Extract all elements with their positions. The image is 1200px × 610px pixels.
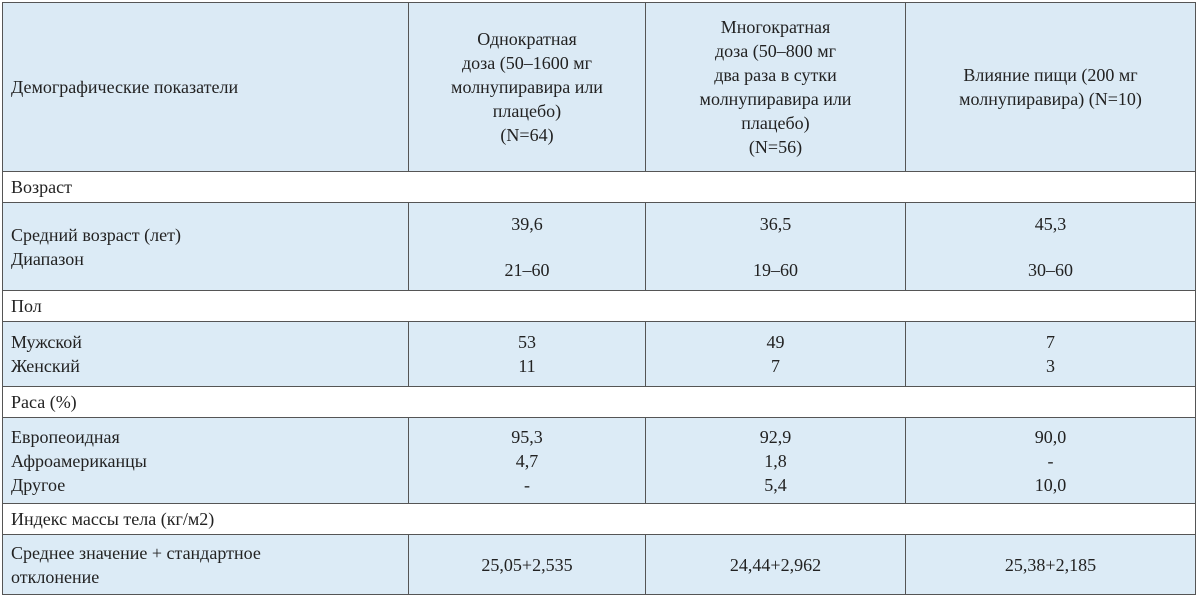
header-line: (N=64) [500, 125, 554, 145]
data-row: Средний возраст (лет) Диапазон 39,6 21–60 36… [2, 202, 1196, 291]
value: 25,38+2,185 [1004, 554, 1097, 575]
value: 19–60 [753, 259, 798, 280]
value-stack: 95,3 4,7 - [417, 425, 637, 497]
section-title: Раса (%) [2, 386, 1196, 418]
header-line: молнупиравира) (N=10) [959, 89, 1142, 109]
row-label: Афроамериканцы [11, 450, 147, 471]
section-row: Раса (%) [2, 386, 1196, 418]
row-labels: Европеоидная Афроамериканцы Другое [2, 417, 409, 504]
value: 39,6 [511, 213, 543, 234]
header-line: плацебо) [741, 113, 810, 133]
label-stack: Мужской Женский [11, 330, 400, 378]
value: 3 [1046, 356, 1055, 376]
value-stack: 90,0 - 10,0 [914, 425, 1187, 497]
value: 45,3 [1034, 213, 1067, 234]
header-row: Демографические показатели Однократная до… [2, 2, 1196, 172]
value: 4,7 [515, 450, 539, 471]
header-cell: Многократная доза (50–800 мг два раза в су… [645, 2, 906, 172]
header-line: доза (50–1600 мг [461, 53, 593, 73]
value: 53 [518, 332, 536, 352]
label-stack: Европеоидная Афроамериканцы Другое [11, 425, 400, 497]
section-row: Индекс массы тела (кг/м2) [2, 503, 1196, 535]
value: 7 [771, 356, 780, 376]
header-line: (N=56) [748, 137, 803, 157]
section-row: Пол [2, 290, 1196, 322]
data-row: Мужской Женский 53 11 49 7 7 3 [2, 321, 1196, 387]
value-cell: 53 11 [408, 321, 646, 387]
table-body: Демографические показатели Однократная до… [2, 2, 1196, 595]
row-label: отклонение [11, 566, 100, 587]
section-row: Возраст [2, 171, 1196, 203]
header-line: молнупиравира или [699, 89, 852, 109]
value-stack: 25,38+2,185 [914, 553, 1187, 577]
value-cell: 45,3 30–60 [905, 202, 1196, 291]
row-label: Среднее значение + стандартное [11, 542, 261, 563]
value: 10,0 [1034, 474, 1067, 495]
row-label: Мужской [11, 332, 82, 352]
value: 49 [766, 332, 785, 352]
value-cell: 95,3 4,7 - [408, 417, 646, 504]
label-stack: Средний возраст (лет) Диапазон [11, 223, 400, 271]
row-label: Европеоидная [11, 426, 120, 447]
value-stack: 92,9 1,8 5,4 [654, 425, 897, 497]
row-labels: Мужской Женский [2, 321, 409, 387]
header-label: Демографические показатели [2, 2, 409, 172]
value-cell: 36,5 19–60 [645, 202, 906, 291]
row-label: Диапазон [11, 248, 84, 269]
section-title: Индекс массы тела (кг/м2) [2, 503, 1196, 535]
value-cell: 49 7 [645, 321, 906, 387]
value-cell: 39,6 21–60 [408, 202, 646, 291]
value: 24,44+2,962 [729, 554, 822, 575]
header-cell: Влияние пищи (200 мг молнупиравира) (N=10… [905, 2, 1196, 172]
value-cell: 25,05+2,535 [408, 534, 646, 595]
header-line: доза (50–800 мг [714, 41, 837, 61]
row-labels: Средний возраст (лет) Диапазон [2, 202, 409, 291]
section-title: Возраст [2, 171, 1196, 203]
value-cell: 92,9 1,8 5,4 [645, 417, 906, 504]
header-line: два раза в сутки [714, 65, 837, 85]
value: 25,05+2,535 [481, 554, 573, 575]
value: 36,5 [759, 213, 792, 234]
section-title: Пол [2, 290, 1196, 322]
value-stack: 24,44+2,962 [654, 553, 897, 577]
value-stack: 45,3 30–60 [914, 212, 1187, 282]
header-line: Однократная [477, 29, 577, 49]
value-stack: 53 11 [417, 330, 637, 378]
header-line: Влияние пищи (200 мг [963, 65, 1138, 85]
header-cell: Однократная доза (50–1600 мг молнупиравира… [408, 2, 646, 172]
value-stack: 25,05+2,535 [417, 553, 637, 577]
value: 92,9 [759, 426, 792, 447]
value-stack: 36,5 19–60 [654, 212, 897, 282]
value-stack: 39,6 21–60 [417, 212, 637, 282]
label-stack: Среднее значение + стандартное отклонение [11, 541, 400, 589]
value: - [524, 474, 530, 495]
row-label: Средний возраст (лет) [11, 224, 181, 245]
value: 11 [518, 356, 536, 376]
value: 1,8 [764, 450, 787, 471]
row-label: Женский [11, 356, 80, 376]
data-row: Среднее значение + стандартное отклонение… [2, 534, 1196, 595]
data-row: Европеоидная Афроамериканцы Другое 95,3 4,7 -… [2, 417, 1196, 504]
row-labels: Среднее значение + стандартное отклонение [2, 534, 409, 595]
value: 95,3 [511, 426, 543, 447]
header-line: Многократная [720, 17, 831, 37]
value: 7 [1046, 332, 1055, 352]
header-line: молнупиравира или [451, 77, 603, 97]
value-stack: 49 7 [654, 330, 897, 378]
value: 30–60 [1028, 259, 1073, 280]
value: - [1047, 450, 1054, 471]
demographics-table: Демографические показатели Однократная до… [2, 2, 1196, 595]
value-cell: 90,0 - 10,0 [905, 417, 1196, 504]
value-cell: 25,38+2,185 [905, 534, 1196, 595]
value: 21–60 [504, 259, 550, 280]
value: 90,0 [1034, 426, 1067, 447]
value: 5,4 [764, 474, 787, 495]
header-line: плацебо) [492, 101, 562, 121]
value-cell: 24,44+2,962 [645, 534, 906, 595]
row-label: Другое [11, 474, 66, 495]
